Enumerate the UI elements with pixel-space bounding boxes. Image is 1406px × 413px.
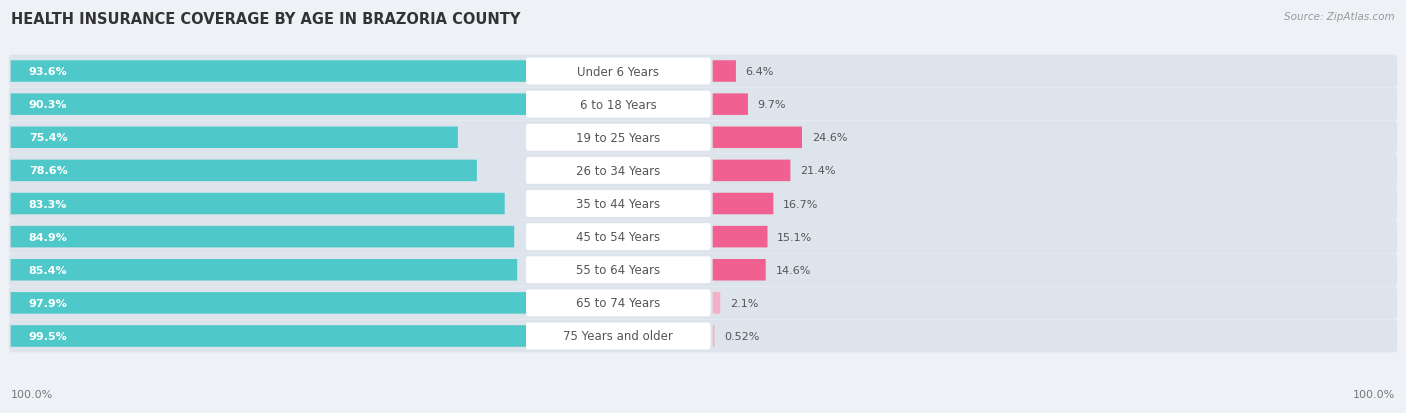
FancyBboxPatch shape [8,188,1398,221]
Text: 55 to 64 Years: 55 to 64 Years [576,263,661,277]
Text: 16.7%: 16.7% [783,199,818,209]
FancyBboxPatch shape [526,224,710,250]
FancyBboxPatch shape [11,127,458,149]
FancyBboxPatch shape [11,94,546,116]
Text: 97.9%: 97.9% [28,298,67,308]
Text: 24.6%: 24.6% [811,133,848,143]
FancyBboxPatch shape [8,88,1398,121]
FancyBboxPatch shape [526,290,710,316]
FancyBboxPatch shape [713,94,748,116]
FancyBboxPatch shape [526,323,710,349]
Text: 100.0%: 100.0% [11,389,53,399]
Text: Under 6 Years: Under 6 Years [578,65,659,78]
FancyBboxPatch shape [11,292,592,314]
Text: 90.3%: 90.3% [28,100,67,110]
FancyBboxPatch shape [11,61,565,83]
Text: 26 to 34 Years: 26 to 34 Years [576,164,661,178]
Text: HEALTH INSURANCE COVERAGE BY AGE IN BRAZORIA COUNTY: HEALTH INSURANCE COVERAGE BY AGE IN BRAZ… [11,12,520,27]
Text: 85.4%: 85.4% [28,265,67,275]
FancyBboxPatch shape [8,320,1398,353]
FancyBboxPatch shape [8,154,1398,188]
FancyBboxPatch shape [713,127,801,149]
FancyBboxPatch shape [8,121,1398,154]
FancyBboxPatch shape [526,125,710,151]
Text: 45 to 54 Years: 45 to 54 Years [576,230,661,244]
Text: 6 to 18 Years: 6 to 18 Years [579,98,657,112]
Text: 15.1%: 15.1% [778,232,813,242]
FancyBboxPatch shape [713,61,735,83]
FancyBboxPatch shape [8,55,1398,88]
Text: Source: ZipAtlas.com: Source: ZipAtlas.com [1284,12,1395,22]
FancyBboxPatch shape [526,191,710,217]
Text: 2.1%: 2.1% [730,298,758,308]
FancyBboxPatch shape [8,254,1398,287]
Text: 14.6%: 14.6% [775,265,811,275]
Text: 0.52%: 0.52% [724,331,759,341]
FancyBboxPatch shape [713,226,768,248]
FancyBboxPatch shape [713,193,773,215]
FancyBboxPatch shape [526,59,710,85]
Text: 99.5%: 99.5% [28,331,67,341]
FancyBboxPatch shape [713,259,766,281]
FancyBboxPatch shape [11,193,505,215]
FancyBboxPatch shape [713,160,790,182]
FancyBboxPatch shape [11,160,477,182]
FancyBboxPatch shape [526,92,710,118]
Text: 84.9%: 84.9% [28,232,67,242]
Text: 6.4%: 6.4% [745,67,773,77]
Text: 9.7%: 9.7% [758,100,786,110]
FancyBboxPatch shape [713,292,720,314]
Text: 75 Years and older: 75 Years and older [564,330,673,343]
Text: 93.6%: 93.6% [28,67,67,77]
Text: 78.6%: 78.6% [28,166,67,176]
Text: 75.4%: 75.4% [28,133,67,143]
FancyBboxPatch shape [11,226,515,248]
FancyBboxPatch shape [713,325,714,347]
FancyBboxPatch shape [526,257,710,283]
Text: 100.0%: 100.0% [1353,389,1395,399]
Text: 19 to 25 Years: 19 to 25 Years [576,131,661,145]
FancyBboxPatch shape [8,287,1398,320]
FancyBboxPatch shape [8,221,1398,254]
FancyBboxPatch shape [526,158,710,184]
FancyBboxPatch shape [11,325,600,347]
Text: 65 to 74 Years: 65 to 74 Years [576,297,661,310]
Text: 83.3%: 83.3% [28,199,67,209]
Text: 21.4%: 21.4% [800,166,835,176]
Text: 35 to 44 Years: 35 to 44 Years [576,197,661,211]
FancyBboxPatch shape [11,259,517,281]
